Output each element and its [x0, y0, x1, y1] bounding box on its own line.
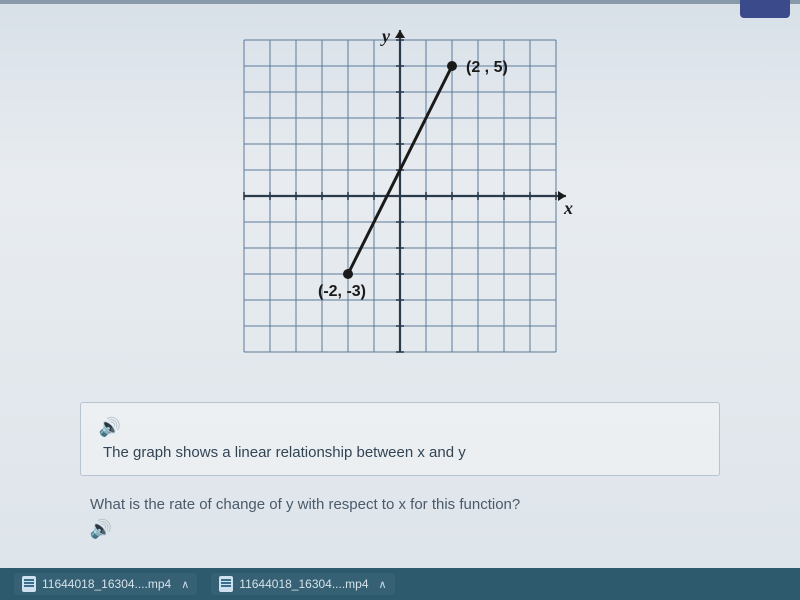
- file-icon: [22, 576, 36, 592]
- chevron-up-icon: ∧: [181, 578, 189, 591]
- question-text: What is the rate of change of y with res…: [90, 496, 710, 513]
- taskbar-item[interactable]: 11644018_16304....mp4 ∧: [14, 573, 197, 595]
- taskbar-label: 11644018_16304....mp4: [239, 577, 368, 591]
- svg-text:(2 , 5): (2 , 5): [466, 59, 508, 76]
- svg-text:(-2, -3): (-2, -3): [318, 283, 366, 300]
- linear-graph: x y (-2, -3) (2 , 5): [224, 20, 576, 372]
- audio-icon[interactable]: 🔊: [90, 519, 112, 540]
- top-border: [0, 0, 800, 4]
- taskbar-item[interactable]: 11644018_16304....mp4 ∧: [211, 573, 394, 595]
- taskbar: 11644018_16304....mp4 ∧ 11644018_16304..…: [0, 568, 800, 600]
- chart-container: x y (-2, -3) (2 , 5): [70, 20, 730, 372]
- caption-box: 🔊 The graph shows a linear relationship …: [80, 402, 720, 476]
- svg-text:x: x: [563, 198, 573, 218]
- taskbar-label: 11644018_16304....mp4: [42, 577, 171, 591]
- audio-icon[interactable]: 🔊: [99, 417, 121, 438]
- main-content: x y (-2, -3) (2 , 5) 🔊 The graph shows a li…: [0, 10, 800, 540]
- chevron-up-icon: ∧: [379, 578, 387, 591]
- caption-text: The graph shows a linear relationship be…: [103, 444, 466, 461]
- svg-text:y: y: [380, 26, 391, 46]
- file-icon: [219, 576, 233, 592]
